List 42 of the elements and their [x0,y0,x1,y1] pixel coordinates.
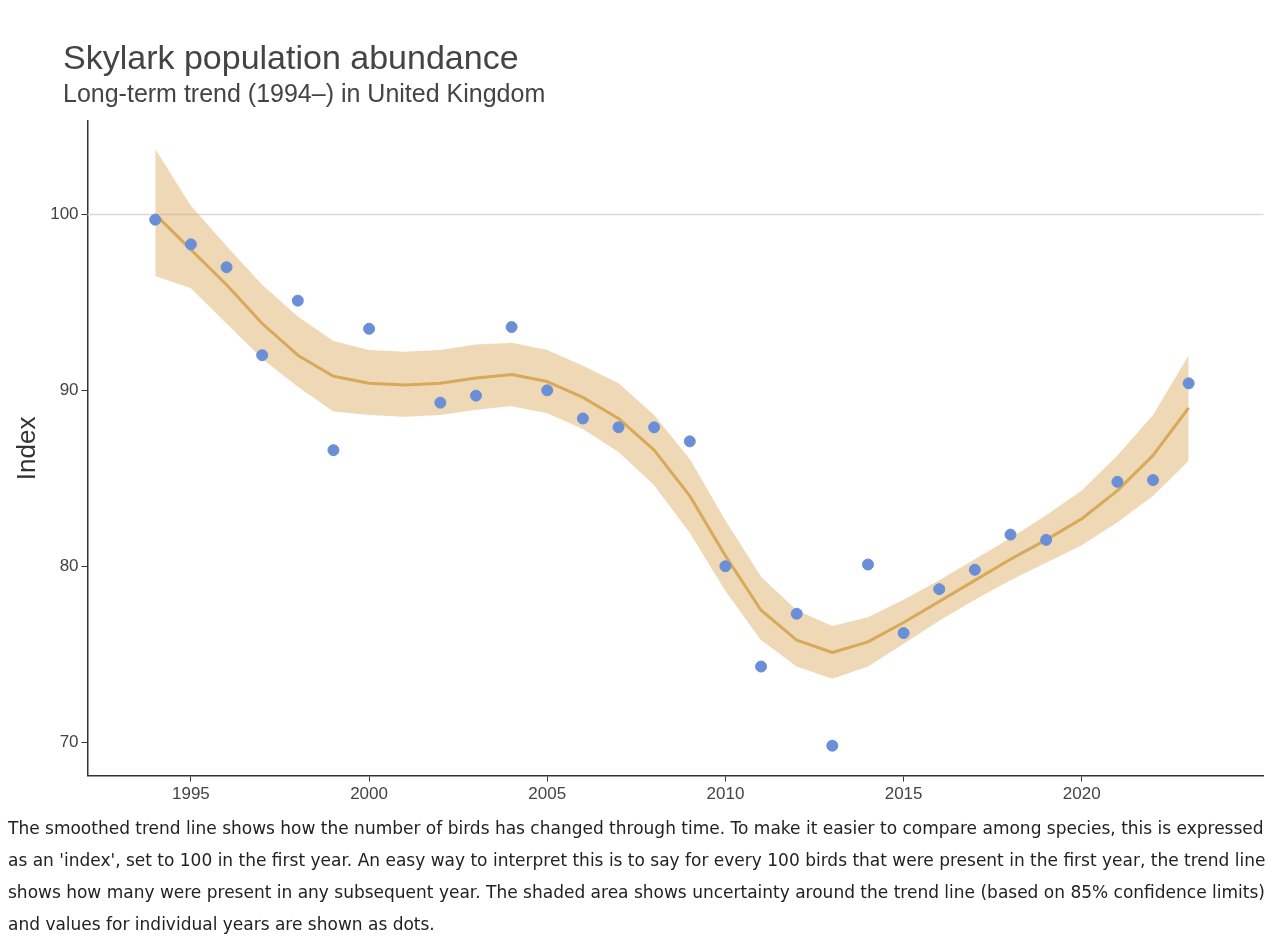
point [968,563,981,576]
y-tick-label: 100 [50,204,79,224]
point [505,321,518,334]
point [1004,528,1017,541]
chart-subtitle: Long-term trend (1994–) in United Kingdom [63,79,547,108]
x-tick-label: 2020 [1062,784,1101,804]
point [291,294,304,307]
x-tick-label: 2005 [528,784,567,804]
y-tick-label: 70 [59,731,79,751]
x-tick-label: 2015 [884,784,923,804]
y-tick-label: 90 [59,380,79,400]
point [897,627,910,640]
point [363,322,376,335]
point [933,583,946,596]
point [327,444,340,457]
point [755,660,768,673]
point [469,389,482,402]
y-axis-title: Index [10,416,41,481]
chart-title: Skylark population abundance [63,38,520,77]
x-tick-label: 2000 [350,784,388,804]
point [541,384,554,397]
point [256,349,269,362]
point [220,261,233,274]
point [434,396,447,409]
x-tick-label: 2010 [706,784,745,804]
point [1111,475,1124,488]
point [683,435,696,448]
point [612,421,625,434]
x-tick-label: 1995 [171,784,210,804]
point [790,607,803,620]
y-tick-label: 80 [59,555,79,575]
point [184,238,197,251]
point [1147,474,1160,487]
point [576,412,589,425]
point [648,421,661,434]
text: The smoothed trend line shows how the number of birds has changed through time. To make it easier to compare among species, this is expressed as an 'index', set to 100 in the first year. An easy way to interpret this is to say for every 100 birds that were present in the first year, the trend line shows how many were present in any subsequent year. The shaded area shows uncertainty around the trend line (based on 85% confidence limits) and values for individual years are shown as dots. [8,817,1267,936]
point [719,560,732,573]
point [1040,533,1053,546]
point [149,213,162,226]
point [1182,377,1195,390]
point [826,739,839,752]
point [861,558,874,571]
